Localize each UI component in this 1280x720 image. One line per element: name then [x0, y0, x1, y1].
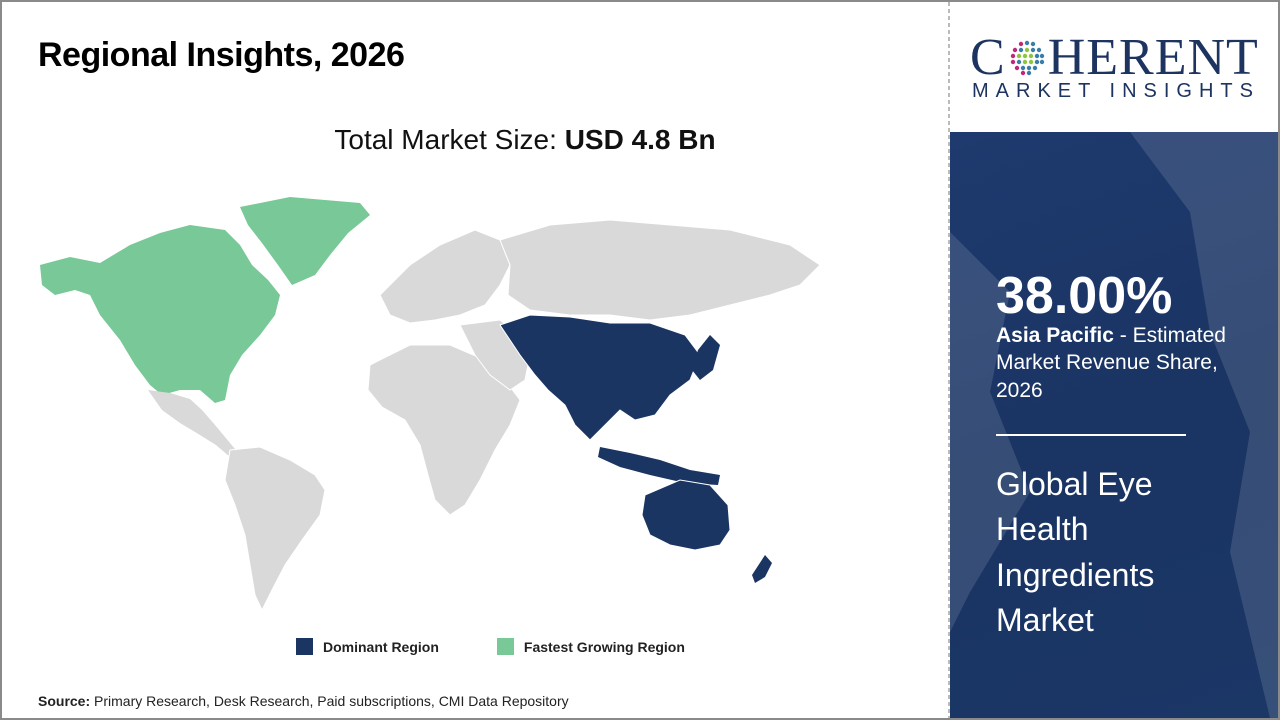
swatch-dominant — [296, 638, 313, 655]
legend-item-fastest: Fastest Growing Region — [496, 638, 685, 655]
region-new-zealand — [752, 555, 772, 583]
market-size: Total Market Size: USD 4.8 Bn — [0, 124, 1050, 156]
share-percentage: 38.00% — [996, 267, 1173, 325]
legend-label-dominant: Dominant Region — [323, 638, 439, 655]
swatch-fastest — [496, 638, 514, 655]
page-title: Regional Insights, 2026 — [38, 36, 405, 74]
company-logo: C HERENT MARKET INSIGHTS — [950, 2, 1278, 132]
region-asia-pacific — [499, 314, 701, 441]
region-south-america — [224, 446, 326, 612]
region-japan — [692, 335, 720, 380]
globe-dots-icon — [1010, 40, 1044, 76]
insight-panel: 38.00% Asia Pacific - Estimated Market R… — [950, 132, 1278, 718]
dominant-region-name: Asia Pacific — [996, 324, 1114, 347]
logo-subtitle: MARKET INSIGHTS — [972, 80, 1260, 102]
market-size-value: USD 4.8 Bn — [564, 124, 716, 155]
region-russia — [499, 219, 821, 321]
share-description: Asia Pacific - Estimated Market Revenue … — [996, 322, 1256, 404]
background-map-texture — [950, 132, 1278, 718]
region-central-america — [148, 390, 240, 457]
source-label: Source: — [38, 693, 91, 709]
source-text: Primary Research, Desk Research, Paid su… — [94, 693, 569, 709]
map-legend: Dominant Region Fastest Growing Region — [296, 638, 685, 655]
panel-divider — [996, 434, 1186, 436]
logo-letters: HERENT — [1047, 29, 1259, 86]
market-size-label: Total Market Size: — [334, 124, 557, 155]
logo-wordmark: C HERENT — [970, 32, 1259, 84]
region-north-america — [40, 225, 280, 403]
world-map — [40, 197, 821, 612]
market-name: Global Eye Health Ingredients Market — [996, 466, 1155, 639]
logo-letter-c: C — [970, 29, 1006, 86]
legend-item-dominant: Dominant Region — [296, 638, 439, 655]
region-indonesia — [598, 447, 720, 485]
region-australia — [641, 479, 731, 551]
divider — [948, 2, 950, 718]
region-europe — [379, 229, 511, 324]
share-description-text: - Estimated Market Revenue Share, 2026 — [996, 324, 1226, 402]
region-greenland — [240, 197, 370, 285]
legend-label-fastest: Fastest Growing Region — [523, 638, 685, 655]
source-note: Source: Primary Research, Desk Research,… — [38, 693, 569, 709]
